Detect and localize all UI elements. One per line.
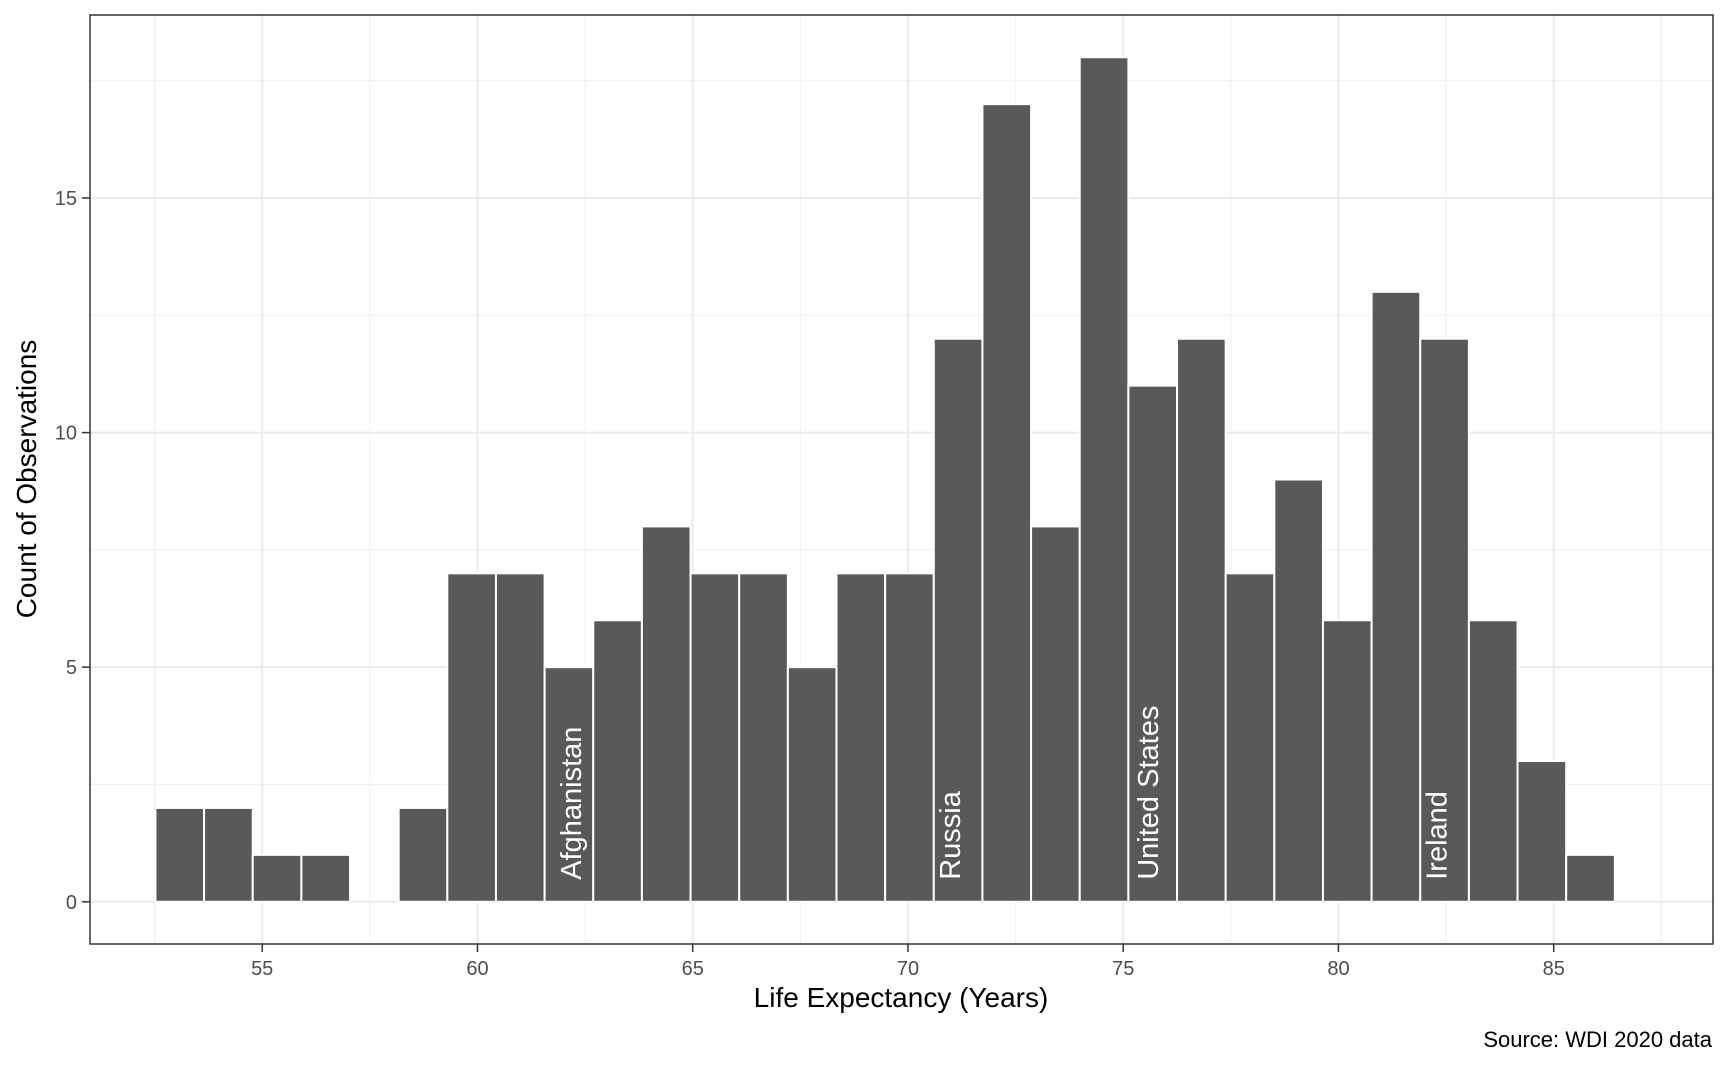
x-tick-label: 70 xyxy=(897,958,919,980)
bar-annotation: Ireland xyxy=(1421,791,1453,880)
histogram-bar xyxy=(1565,853,1616,903)
y-axis-title: Count of Observations xyxy=(11,340,42,619)
x-tick-label: 60 xyxy=(466,958,488,980)
histogram-bar xyxy=(592,619,643,903)
histogram-bar xyxy=(1078,56,1130,903)
histogram-bar xyxy=(1516,760,1568,903)
histogram-bar xyxy=(1030,525,1081,903)
y-tick-label: 5 xyxy=(66,657,77,679)
histogram-bar xyxy=(932,337,984,903)
histogram-bar xyxy=(397,806,449,903)
x-axis-title: Life Expectancy (Years) xyxy=(754,982,1049,1013)
histogram-bar xyxy=(884,572,935,903)
bar-annotation: Afghanistan xyxy=(556,727,588,880)
x-tick-label: 85 xyxy=(1543,958,1565,980)
histogram-bars xyxy=(154,56,1616,903)
y-axis: 0 5 10 15 xyxy=(55,188,90,914)
x-tick-label: 65 xyxy=(682,958,704,980)
y-tick-label: 10 xyxy=(55,423,77,445)
histogram-bar xyxy=(738,572,789,903)
histogram-bar xyxy=(786,666,838,903)
y-tick-label: 0 xyxy=(66,892,77,914)
bar-annotation: United States xyxy=(1133,706,1165,880)
bar-annotation: Russia xyxy=(935,790,967,880)
histogram-bar xyxy=(981,103,1033,903)
histogram-bar xyxy=(689,572,741,903)
histogram-bar xyxy=(446,572,497,903)
histogram-bar xyxy=(154,806,206,903)
histogram-bar xyxy=(1321,619,1373,903)
bar-annotations: Afghanistan Russia United States Ireland xyxy=(556,706,1453,880)
source-caption: Source: WDI 2020 data xyxy=(1483,1027,1712,1052)
x-tick-label: 80 xyxy=(1327,958,1349,980)
panel-border xyxy=(89,14,1714,945)
histogram-bar xyxy=(251,853,303,903)
x-axis: 55 60 65 70 75 80 85 xyxy=(251,944,1565,980)
histogram-bar xyxy=(1370,290,1422,903)
histogram-bar xyxy=(835,572,887,903)
y-tick-label: 15 xyxy=(55,188,77,210)
histogram-bar xyxy=(640,525,692,903)
histogram-bar xyxy=(1176,337,1227,903)
histogram-bar xyxy=(543,666,595,903)
histogram-bar xyxy=(1467,619,1519,903)
histogram-bar xyxy=(494,572,546,903)
x-tick-label: 55 xyxy=(251,958,273,980)
histogram-bar xyxy=(300,853,352,903)
histogram-bar xyxy=(203,806,254,903)
histogram-bar xyxy=(1224,572,1276,903)
histogram-bar xyxy=(1273,478,1324,903)
x-tick-label: 75 xyxy=(1112,958,1134,980)
